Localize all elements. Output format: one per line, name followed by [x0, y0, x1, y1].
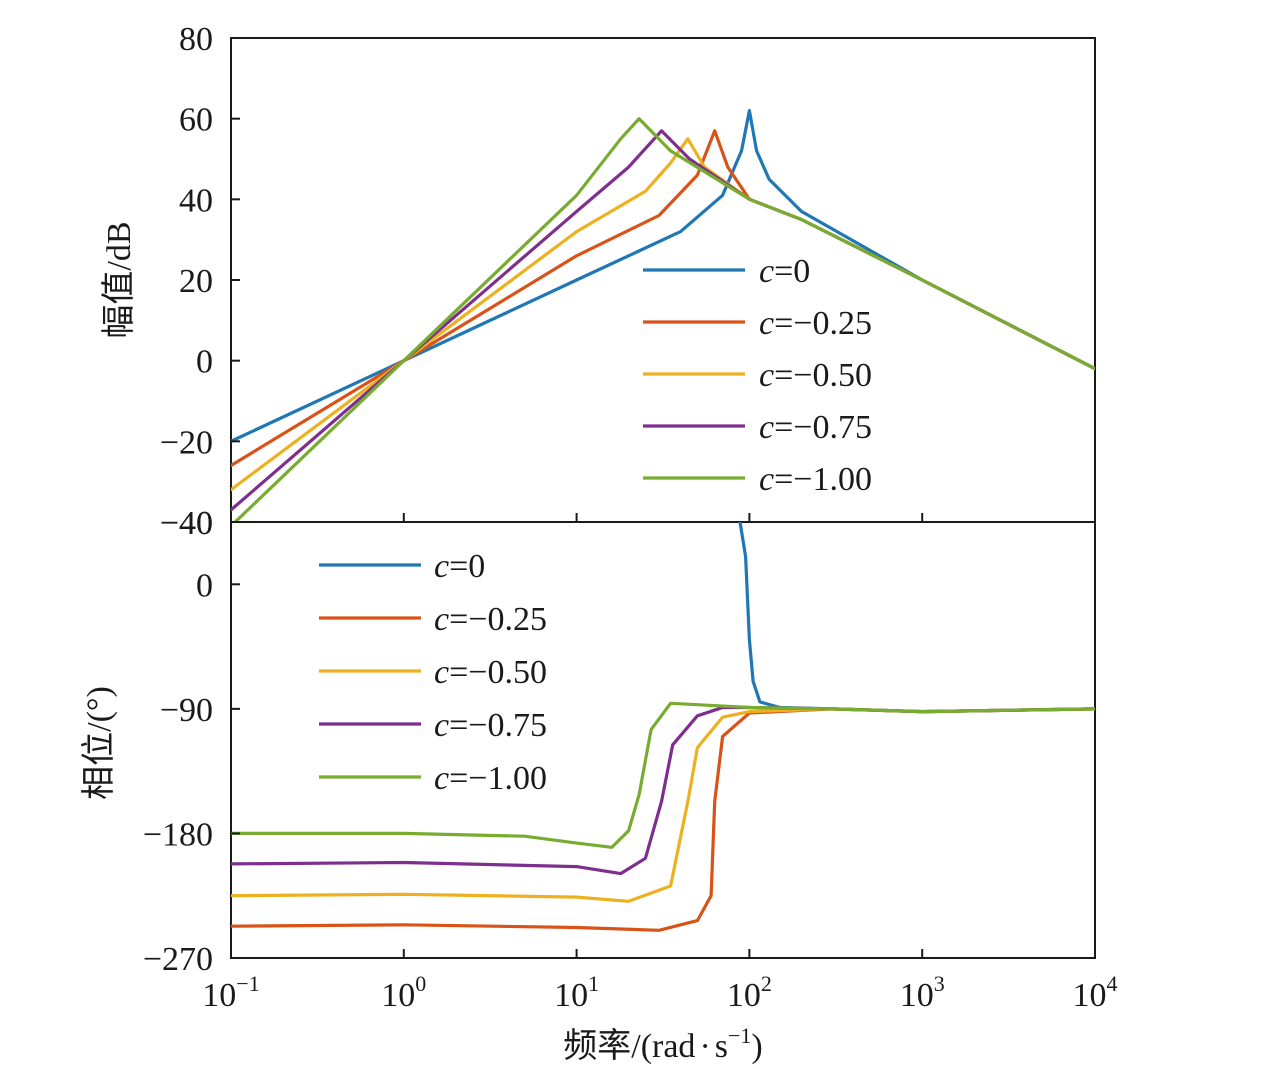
- phase-plot-frame: [230, 521, 1096, 959]
- phase-legend-label-4: c=−1.00: [434, 760, 547, 797]
- phase-y-tick-label-0: 0: [196, 567, 213, 604]
- x-axis-label-s: s: [715, 1028, 728, 1065]
- magnitude-legend-label-0: c=0: [759, 253, 810, 290]
- magnitude-y-ticks: 80 60 40 20 0 −20 −40: [160, 21, 240, 542]
- magnitude-y-tick-label-6: −40: [160, 505, 213, 542]
- phase-top-tick-label: −40: [160, 505, 213, 542]
- phase-y-tick-label-1: −90: [160, 692, 213, 729]
- magnitude-y-tick-label-1: 60: [179, 102, 213, 139]
- x-tick-label-4: 103: [900, 971, 945, 1014]
- x-tick-label-2: 101: [554, 971, 599, 1014]
- magnitude-legend-label-2: c=−0.50: [759, 357, 872, 394]
- x-tick-label-5: 104: [1073, 971, 1118, 1014]
- phase-series-line-3: [231, 705, 1095, 876]
- x-tick-label-3: 102: [727, 971, 772, 1014]
- magnitude-y-tick-label-2: 40: [179, 182, 213, 219]
- x-axis-label-dot: ·: [699, 1028, 710, 1065]
- phase-series-line-1: [231, 707, 1095, 932]
- x-tick-label-1: 100: [381, 971, 426, 1014]
- phase-panel: 0 −90 −180 −270 −40 10−1 100 101 102 103 104 c=0…: [80, 505, 1118, 1014]
- phase-y-axis-label: 相位/(°): [80, 686, 118, 800]
- phase-y-tick-label-3: −270: [143, 941, 213, 978]
- magnitude-y-axis-label: 幅值/dB: [100, 221, 138, 338]
- phase-y-ticks: 0 −90 −180 −270: [143, 567, 240, 978]
- phase-series-line-0: [738, 522, 1095, 714]
- magnitude-series-line-4: [232, 117, 1095, 522]
- x-axis-label-close: ): [751, 1028, 762, 1065]
- magnitude-legend: c=0 c=−0.25 c=−0.50 c=−0.75 c=−1.00: [643, 253, 872, 498]
- phase-legend-label-0: c=0: [434, 548, 485, 585]
- magnitude-series-line-1: [231, 129, 1095, 468]
- phase-series-group: [231, 522, 1095, 932]
- x-axis-label-exponent: −1: [728, 1023, 751, 1048]
- x-axis-label-main: 频率/(rad: [563, 1027, 695, 1065]
- phase-legend-label-1: c=−0.25: [434, 601, 547, 638]
- magnitude-legend-label-1: c=−0.25: [759, 305, 872, 342]
- magnitude-y-tick-label-5: −20: [160, 424, 213, 461]
- x-tick-label-0: 10−1: [202, 971, 259, 1014]
- magnitude-y-tick-label-3: 20: [179, 263, 213, 300]
- phase-series-line-2: [231, 707, 1095, 903]
- magnitude-series-line-2: [231, 137, 1095, 492]
- magnitude-y-tick-label-4: 0: [196, 344, 213, 381]
- magnitude-panel: 80 60 40 20 0 −20 −40 c=0 c=−0.25 c=−0.50 c=−0.75…: [100, 21, 1096, 542]
- phase-x-ticks: 10−1 100 101 102 103 104: [202, 949, 1118, 1014]
- x-axis-label: 频率/(rad · s−1): [563, 1023, 763, 1065]
- phase-legend-label-3: c=−0.75: [434, 707, 547, 744]
- magnitude-series-line-0: [231, 108, 1095, 443]
- magnitude-x-ticks: [230, 513, 1096, 522]
- phase-series-line-4: [231, 701, 1095, 849]
- magnitude-legend-label-4: c=−1.00: [759, 461, 872, 498]
- magnitude-y-tick-label-0: 80: [179, 21, 213, 58]
- magnitude-series-group: [231, 108, 1095, 522]
- phase-legend: c=0 c=−0.25 c=−0.50 c=−0.75 c=−1.00: [319, 548, 547, 797]
- magnitude-series-line-3: [231, 129, 1095, 512]
- magnitude-legend-label-3: c=−0.75: [759, 409, 872, 446]
- magnitude-plot-frame: [230, 37, 1096, 523]
- phase-legend-label-2: c=−0.50: [434, 654, 547, 691]
- phase-y-tick-label-2: −180: [143, 816, 213, 853]
